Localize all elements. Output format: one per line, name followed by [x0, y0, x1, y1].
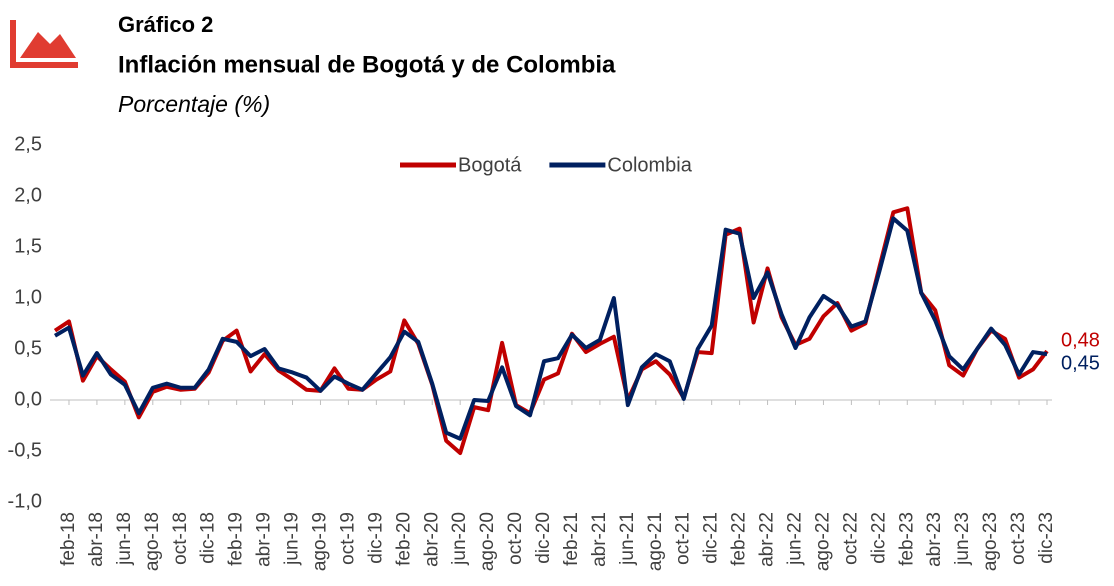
y-tick-label: -1,0 — [8, 490, 42, 512]
x-tick-label: jun-21 — [617, 512, 638, 566]
x-tick-label: abr-21 — [589, 512, 610, 567]
x-tick-label: oct-22 — [840, 512, 861, 565]
x-tick-label: jun-22 — [785, 512, 806, 566]
x-tick-label: jun-23 — [952, 512, 973, 566]
series-line — [53, 216, 1048, 441]
x-tick-label: oct-20 — [505, 512, 526, 565]
y-tick-label: 0,0 — [14, 388, 42, 410]
x-tick-label: ago-19 — [309, 512, 330, 571]
data-label: 0,48 — [1061, 329, 1100, 351]
data-label: 0,45 — [1061, 352, 1100, 374]
legend-label: Colombia — [607, 154, 692, 176]
x-tick-label: ago-21 — [645, 512, 666, 571]
x-tick-label: feb-19 — [226, 512, 247, 566]
x-tick-label: abr-20 — [421, 512, 442, 567]
x-tick-label: oct-21 — [673, 512, 694, 565]
x-tick-label: dic-23 — [1036, 512, 1057, 564]
y-tick-label: 1,0 — [14, 286, 42, 308]
x-tick-label: abr-18 — [86, 512, 107, 567]
x-tick-label: ago-18 — [142, 512, 163, 571]
x-tick-label: feb-22 — [729, 512, 750, 566]
x-tick-label: dic-20 — [533, 512, 554, 564]
chart-subtitle: Inflación mensual de Bogotá y de Colombi… — [118, 51, 616, 78]
x-tick-label: dic-19 — [365, 512, 386, 564]
x-tick-label: ago-20 — [477, 512, 498, 571]
x-tick-label: jun-19 — [282, 512, 303, 566]
x-tick-label: feb-21 — [561, 512, 582, 566]
x-tick-label: oct-19 — [337, 512, 358, 565]
x-tick-label: oct-18 — [170, 512, 191, 565]
x-tick-label: oct-23 — [1008, 512, 1029, 565]
x-tick-label: ago-22 — [812, 512, 833, 571]
x-tick-label: dic-18 — [198, 512, 219, 564]
y-tick-label: 1,5 — [14, 235, 42, 257]
y-tick-label: 2,5 — [14, 133, 42, 155]
y-axis-label: Porcentaje (%) — [118, 91, 270, 117]
x-tick-label: feb-23 — [896, 512, 917, 566]
x-tick-label: abr-19 — [254, 512, 275, 567]
chart-icon — [10, 20, 78, 68]
x-tick-label: feb-20 — [393, 512, 414, 566]
x-tick-label: dic-22 — [868, 512, 889, 564]
x-tick-label: dic-21 — [701, 512, 722, 564]
x-tick-label: jun-20 — [449, 512, 470, 566]
legend-label: Bogotá — [458, 154, 522, 176]
y-tick-label: 0,5 — [14, 337, 42, 359]
x-tick-label: feb-18 — [58, 512, 79, 566]
x-tick-label: jun-18 — [114, 512, 135, 566]
x-tick-label: ago-23 — [980, 512, 1001, 571]
x-tick-label: abr-22 — [757, 512, 778, 567]
y-tick-label: -0,5 — [8, 439, 42, 461]
chart-title: Gráfico 2 — [118, 12, 213, 37]
x-tick-label: abr-23 — [924, 512, 945, 567]
y-tick-label: 2,0 — [14, 184, 42, 206]
series-line — [53, 206, 1049, 456]
